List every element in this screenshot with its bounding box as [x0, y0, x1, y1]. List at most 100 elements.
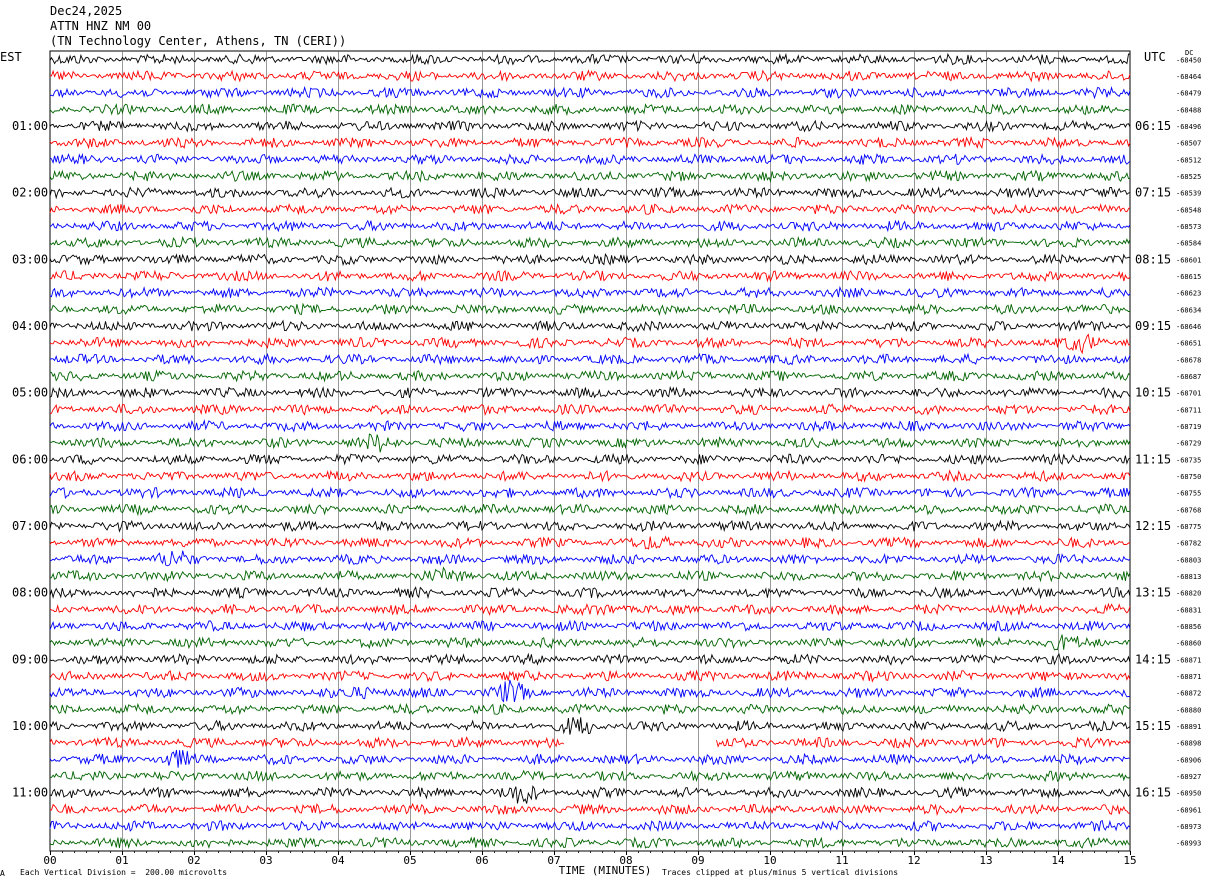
dc-value-label: -68860: [1176, 640, 1201, 648]
trace-line: [49, 235, 1131, 250]
header-location: (TN Technology Center, Athens, TN (CERI)…: [50, 34, 347, 48]
trace-line: [49, 186, 1131, 200]
dc-value-label: -68539: [1176, 190, 1201, 198]
trace-line: [49, 634, 1131, 651]
dc-value-label: -68803: [1176, 556, 1201, 564]
x-tick-label: 00: [43, 854, 56, 867]
dc-value-label: -68450: [1176, 56, 1201, 64]
trace-line: [49, 252, 1131, 267]
dc-value-label: -68880: [1176, 706, 1201, 714]
trace-line: [49, 69, 1131, 83]
dc-value-label: -68891: [1176, 723, 1201, 731]
x-tick-label: 07: [547, 854, 560, 867]
dc-value-label: -68507: [1176, 140, 1201, 148]
dc-value-label: -68856: [1176, 623, 1201, 631]
dc-value-label: -68898: [1176, 740, 1201, 748]
dc-value-label: -68525: [1176, 173, 1201, 181]
dc-value-label: -68906: [1176, 756, 1201, 764]
right-time-label: 15:15: [1135, 719, 1171, 733]
right-time-label: 13:15: [1135, 586, 1171, 600]
left-time-label: 11:00: [12, 786, 48, 800]
trace-line: [49, 550, 1131, 567]
trace-line: [49, 836, 1131, 849]
x-tick-label: 12: [907, 854, 920, 867]
trace-line: [49, 202, 1131, 216]
trace-line: [49, 566, 1131, 583]
dc-value-label: -68711: [1176, 406, 1201, 414]
right-time-label: 11:15: [1135, 452, 1171, 466]
dc-value-label: -68831: [1176, 606, 1201, 614]
dc-value-label: -68750: [1176, 473, 1201, 481]
dc-value-label: -68678: [1176, 356, 1201, 364]
dc-value-label: -68512: [1176, 156, 1201, 164]
header-date: Dec24,2025: [50, 4, 123, 18]
trace-line: [49, 319, 1131, 333]
x-tick-label: 03: [259, 854, 272, 867]
x-tick-label: 08: [619, 854, 632, 867]
trace-line: [49, 152, 1131, 166]
dc-value-label: -68755: [1176, 490, 1201, 498]
trace-line: [49, 669, 1131, 683]
plot-frame: [49, 50, 1131, 852]
x-tick-label: 05: [403, 854, 416, 867]
left-time-label: 03:00: [12, 252, 48, 266]
dc-value-label: -68775: [1176, 523, 1201, 531]
x-tick-label: 10: [763, 854, 776, 867]
dc-value-label: -68993: [1176, 840, 1201, 848]
left-time-label: 07:00: [12, 519, 48, 533]
dc-value-label: -68950: [1176, 790, 1201, 798]
trace-line: [49, 652, 1131, 666]
clip-note: Traces clipped at plus/minus 5 vertical …: [662, 868, 899, 877]
dc-value-label: -68634: [1176, 306, 1201, 314]
x-tick-label: 01: [115, 854, 128, 867]
dc-value-label: -68871: [1176, 656, 1201, 664]
dc-value-label: -68464: [1176, 73, 1201, 81]
trace-line: [49, 385, 1131, 399]
dc-value-label: -68768: [1176, 506, 1201, 514]
trace-line: [49, 103, 1131, 117]
dc-value-label: -68927: [1176, 773, 1201, 781]
trace-line: [49, 602, 1131, 617]
trace-line: [49, 749, 1131, 768]
dc-value-label: -68813: [1176, 573, 1201, 581]
right-timezone-label: UTC: [1144, 50, 1166, 64]
left-time-label: 05:00: [12, 386, 48, 400]
scale-note: Each Vertical Division = 200.00 microvol…: [20, 868, 228, 877]
dc-value-label: -68820: [1176, 590, 1201, 598]
x-tick-label: 15: [1123, 854, 1136, 867]
trace-line: [49, 369, 1131, 383]
trace-line: [49, 819, 1131, 833]
right-time-label: 07:15: [1135, 186, 1171, 200]
dc-value-label: -68973: [1176, 823, 1201, 831]
trace-line: [49, 535, 1131, 550]
trace-line: [49, 52, 1131, 66]
trace-line: [49, 452, 1131, 466]
trace-line: [49, 486, 1131, 500]
dc-value-label: -68496: [1176, 123, 1201, 131]
dc-value-label: -68729: [1176, 440, 1201, 448]
trace-line: [49, 702, 1131, 716]
dc-value-label: -68601: [1176, 256, 1201, 264]
right-time-label: 12:15: [1135, 519, 1171, 533]
trace-line: [49, 679, 1131, 703]
trace-line: [49, 469, 1131, 483]
dc-value-label: -68488: [1176, 106, 1201, 114]
trace-line: [49, 85, 1131, 100]
dc-value-label: -68687: [1176, 373, 1201, 381]
trace-line: [49, 269, 1131, 283]
left-time-label: 06:00: [12, 452, 48, 466]
left-time-label: 08:00: [12, 586, 48, 600]
trace-line: [50, 302, 1130, 317]
right-time-label: 09:15: [1135, 319, 1171, 333]
left-time-label: 01:00: [12, 119, 48, 133]
dc-value-label: -68548: [1176, 206, 1201, 214]
dc-value-label: -68584: [1176, 240, 1201, 248]
trace-line: [49, 769, 1131, 783]
left-timezone-label: EST: [0, 50, 22, 64]
dc-value-label: -68735: [1176, 456, 1201, 464]
trace-line: [50, 802, 1131, 817]
trace-line: [49, 717, 1131, 735]
trace-line: [49, 619, 1131, 633]
left-time-label: 09:00: [12, 652, 48, 666]
